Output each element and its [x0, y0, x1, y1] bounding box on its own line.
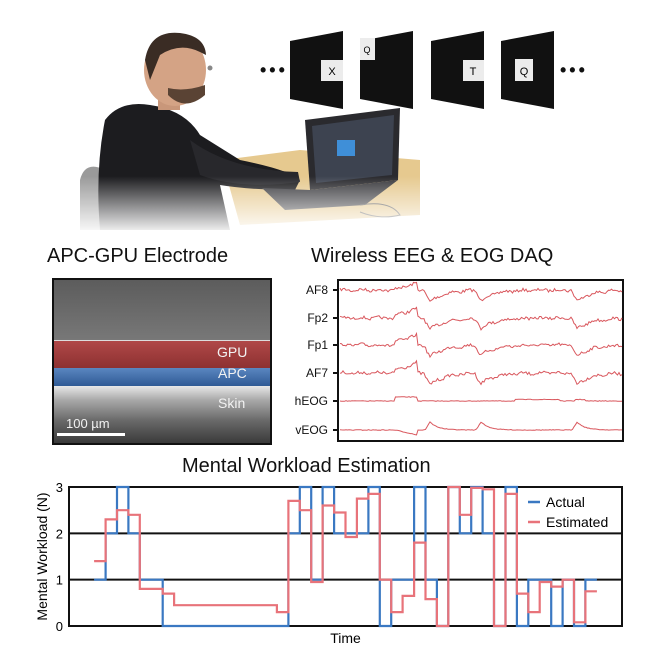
legend-label: Actual [546, 494, 585, 510]
trace-Fp2 [339, 306, 623, 331]
gpu-label: GPU [217, 344, 248, 360]
channel-label: hEOG [294, 394, 328, 408]
stimulus-screen: Q [501, 31, 554, 109]
ellipsis-right: ••• [560, 60, 588, 80]
stimulus-screen: T [431, 31, 484, 109]
gpu-layer [54, 340, 270, 369]
ellipsis-left: ••• [260, 60, 288, 80]
eeg-eog-traces [333, 279, 624, 442]
experiment-scene: X Q T Q [0, 0, 658, 235]
sem-image: GPU APC Skin 100 µm [52, 278, 272, 445]
trace-vEOG [339, 421, 622, 436]
stimulus-screen: X [290, 31, 343, 109]
stimulus-letter: Q [363, 45, 370, 55]
trace-hEOG [339, 396, 623, 402]
y-tick-label: 3 [56, 480, 63, 495]
channel-label: Fp1 [307, 338, 328, 352]
y-tick-label: 2 [56, 526, 63, 541]
trace-AF8 [339, 281, 623, 302]
scale-bar-label: 100 µm [66, 416, 110, 431]
channel-label: AF8 [305, 283, 328, 297]
x-axis-label: Time [330, 630, 361, 646]
legend-label: Estimated [546, 514, 608, 530]
trace-AF7 [339, 359, 623, 386]
skin-label: Skin [218, 395, 246, 411]
workload-chart: 0 1 2 3 Mental Workload (N) Time Actual Estimat… [34, 480, 623, 646]
stimulus-letter: Q [520, 66, 529, 78]
daq-panel-title: Wireless EEG & EOG DAQ [311, 245, 554, 267]
y-tick-label: 0 [56, 619, 63, 634]
apc-label: APC [218, 365, 247, 381]
stimulus-letter: T [470, 66, 477, 78]
apc-layer [54, 368, 270, 386]
y-tick-label: 1 [56, 573, 63, 588]
channel-label: vEOG [295, 423, 328, 437]
plot-frame [68, 486, 623, 627]
series-actual [94, 485, 597, 628]
stimulus-screen: Q [360, 31, 413, 109]
y-axis-label: Mental Workload (N) [34, 492, 50, 620]
chart-title: Mental Workload Estimation [182, 455, 431, 477]
series-estimated [94, 485, 597, 628]
electrode-panel-title: APC-GPU Electrode [47, 245, 229, 267]
channel-label: AF7 [305, 366, 328, 380]
channel-label: Fp2 [307, 311, 328, 325]
scale-bar [57, 433, 125, 436]
stimulus-letter: X [328, 66, 336, 78]
trace-Fp1 [339, 331, 623, 359]
trace-frame [337, 279, 624, 442]
